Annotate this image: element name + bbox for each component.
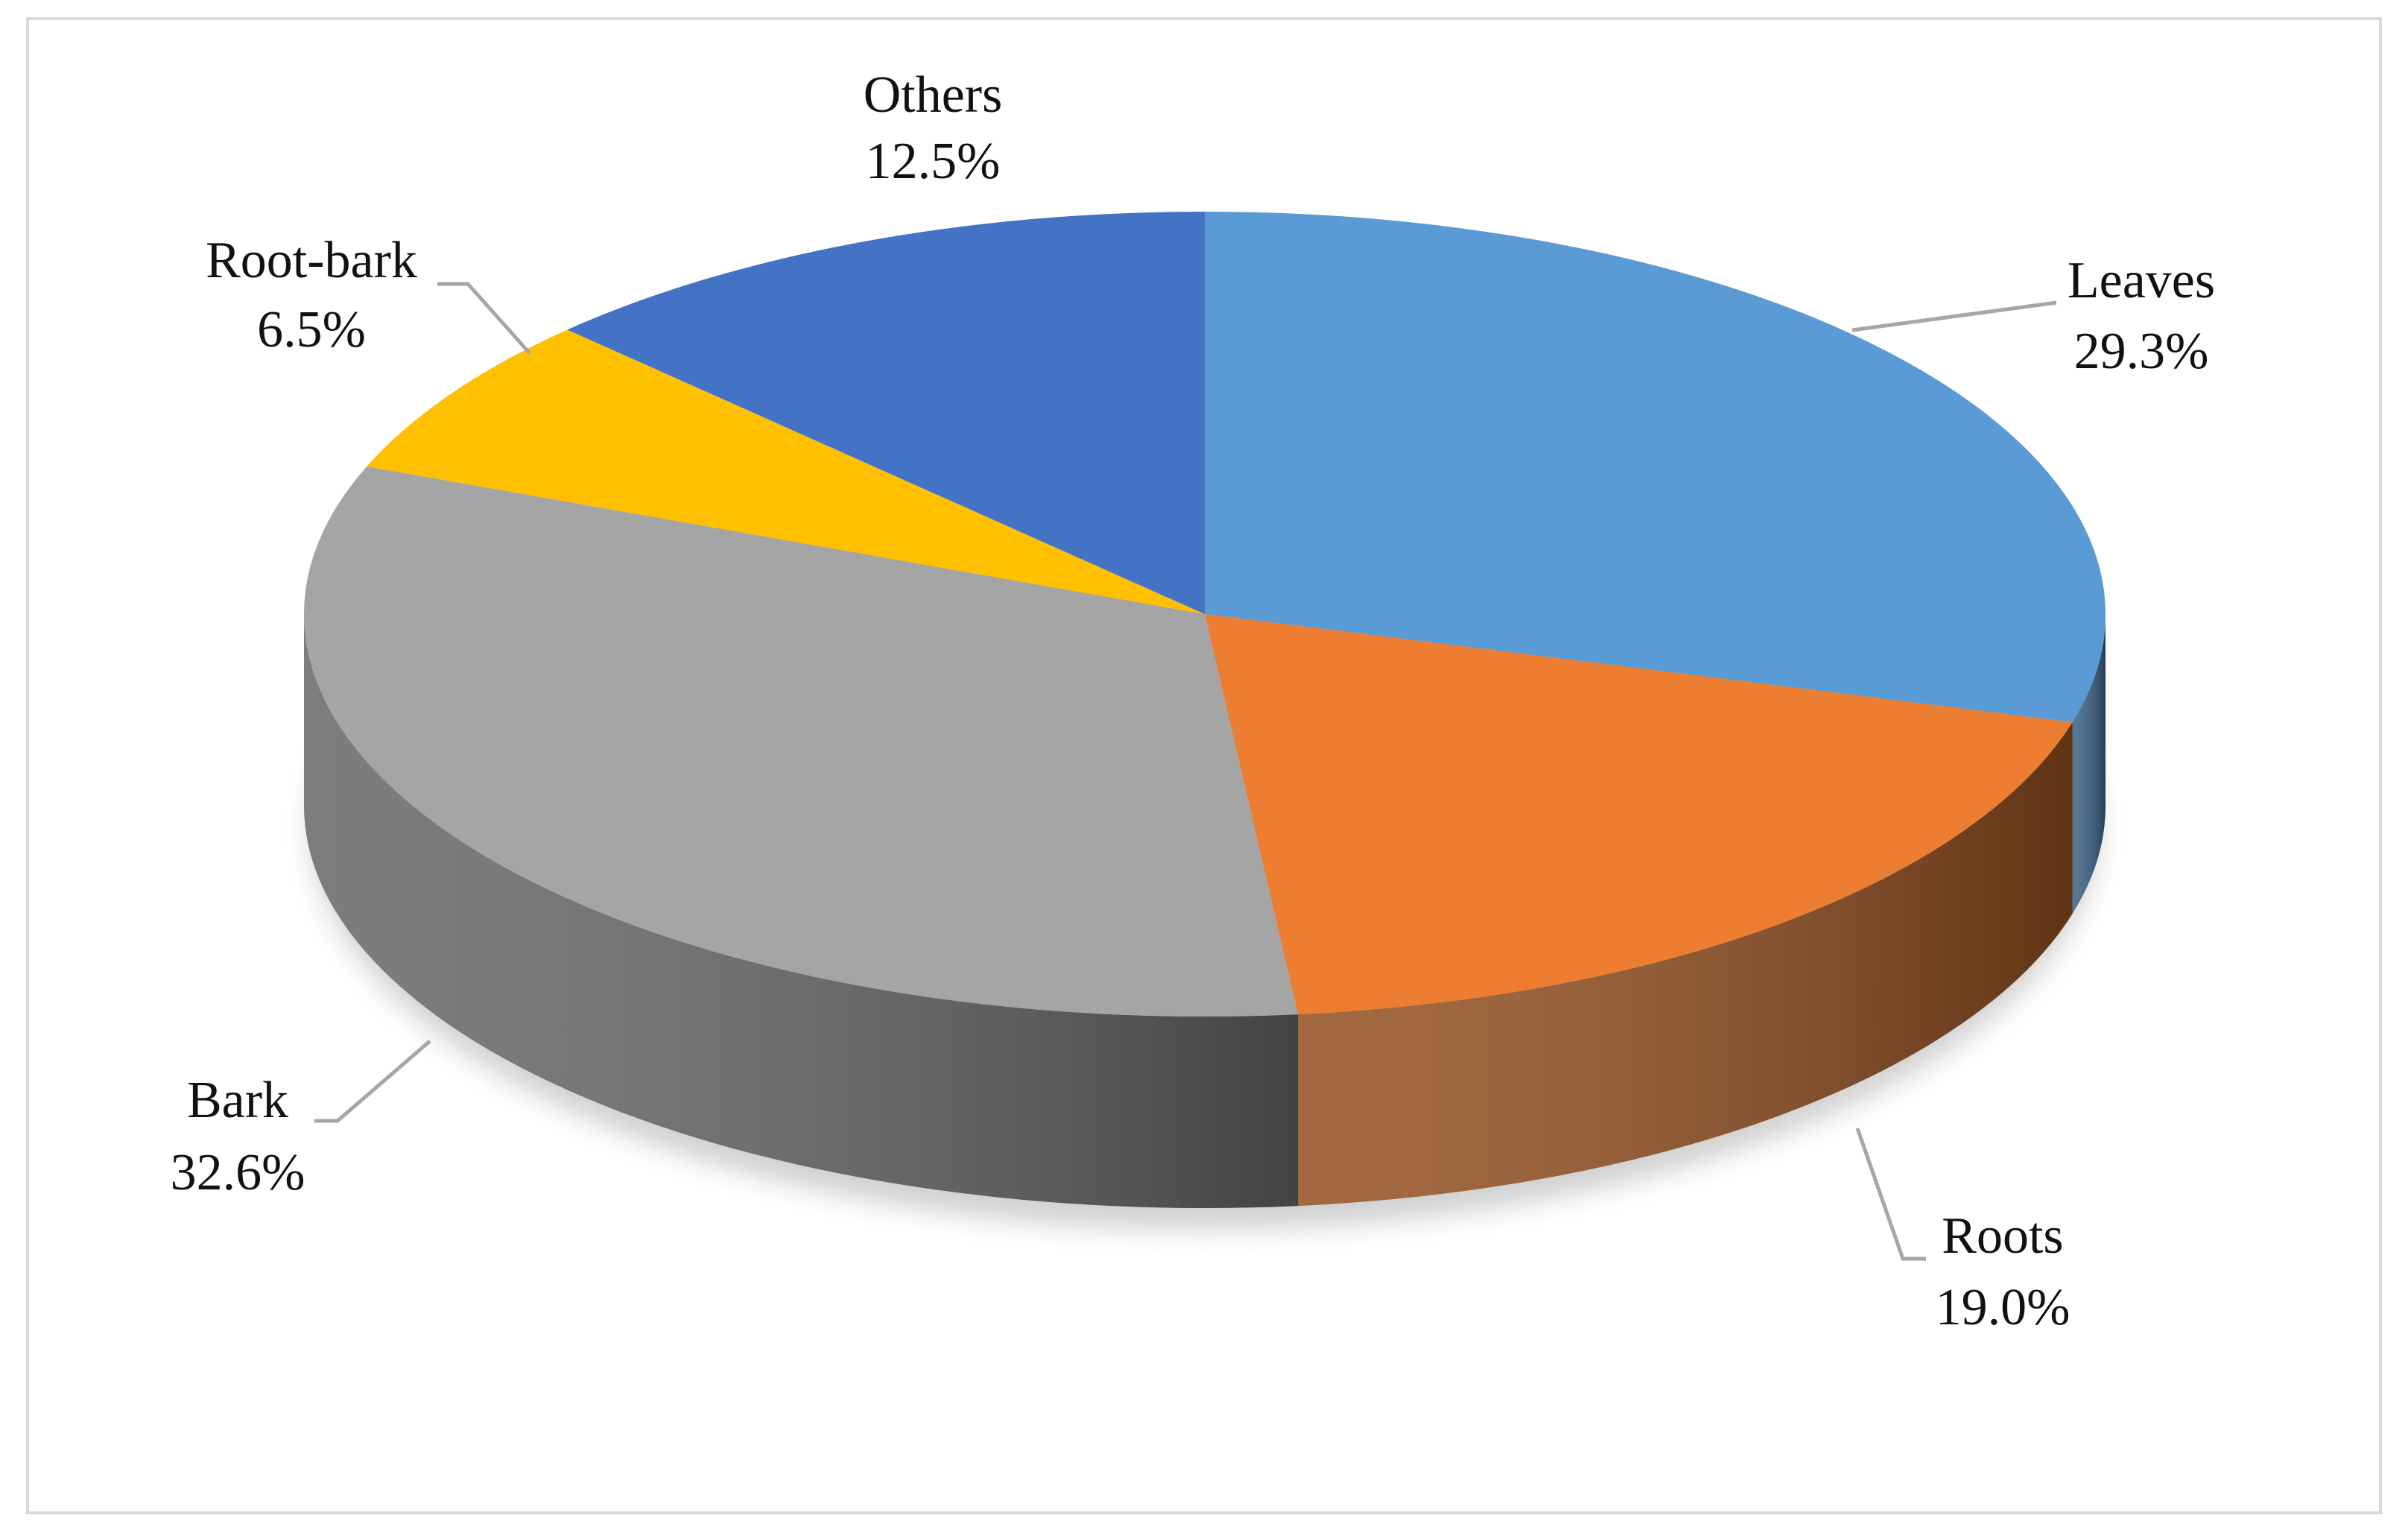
label-name: Root-bark xyxy=(206,232,417,289)
slice xyxy=(1205,614,2073,1015)
slice xyxy=(1205,212,2106,723)
slice xyxy=(567,212,1205,614)
leader-line xyxy=(1855,1128,1926,1261)
slice-side-shade xyxy=(2072,614,2106,914)
label-name: Leaves xyxy=(2068,252,2215,309)
slice-side-shade xyxy=(1298,722,2073,1207)
leader-line xyxy=(314,1040,431,1123)
slice-side-shade xyxy=(304,614,1299,1209)
label-value: 6.5% xyxy=(257,301,366,358)
label-name: Roots xyxy=(1942,1207,2063,1265)
leader-line xyxy=(1851,300,2057,332)
label-value: 32.6% xyxy=(171,1144,305,1201)
leader-line xyxy=(437,282,531,355)
slice xyxy=(304,466,1299,1017)
label-value: 19.0% xyxy=(1936,1279,2070,1336)
label-value: 29.3% xyxy=(2074,323,2209,380)
label-name: Bark xyxy=(187,1072,288,1129)
label-name: Others xyxy=(864,66,1003,124)
label-value: 12.5% xyxy=(866,133,1001,190)
slice xyxy=(367,329,1205,614)
